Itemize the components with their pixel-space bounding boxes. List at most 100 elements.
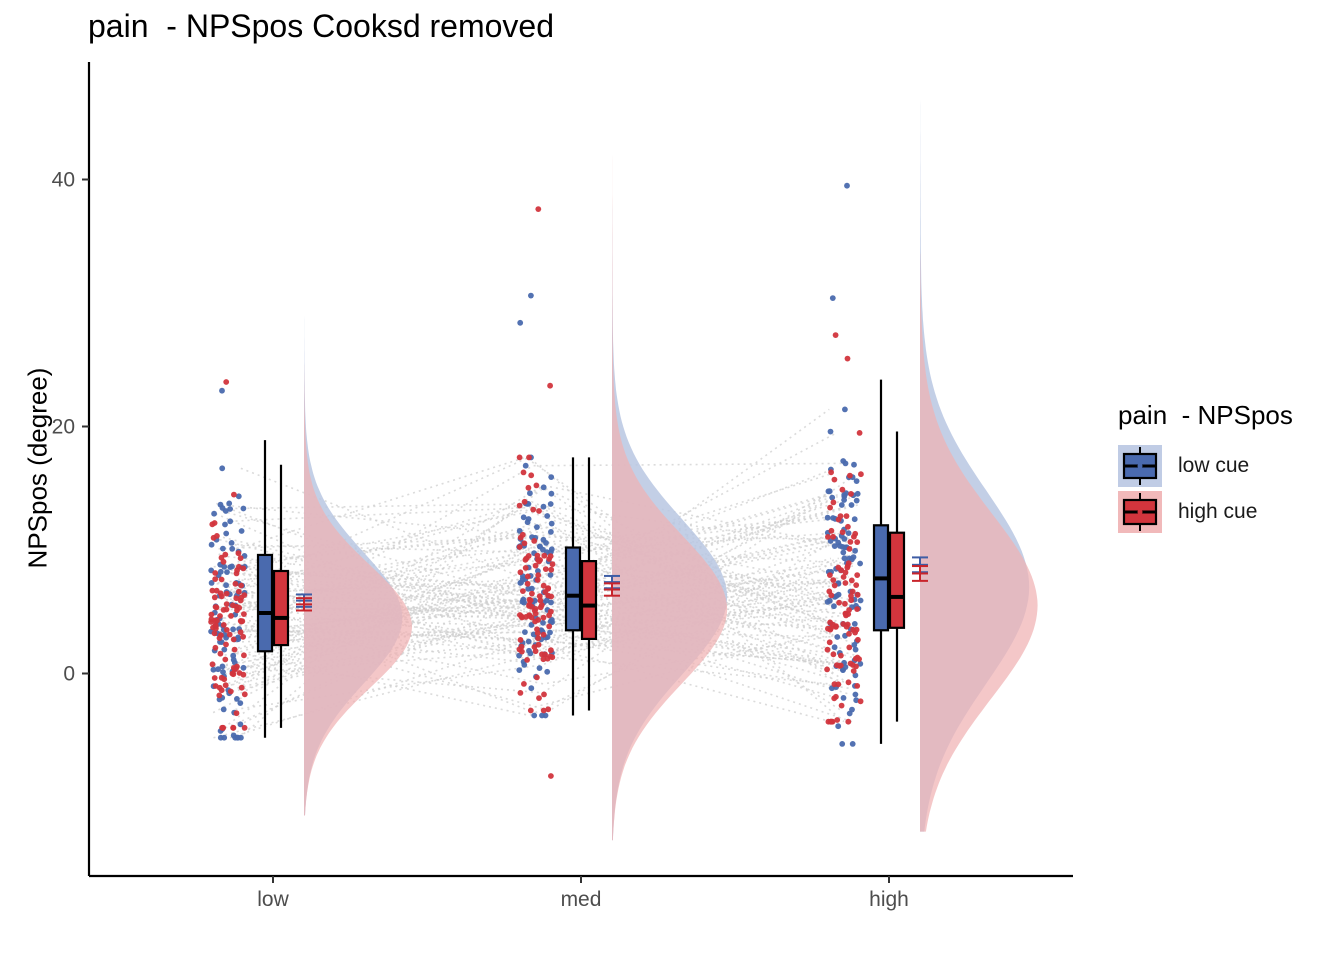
data-point [223, 530, 230, 537]
data-point [548, 474, 555, 480]
data-point [235, 550, 242, 557]
data-point [833, 693, 839, 700]
data-point [524, 519, 531, 526]
data-point [227, 688, 234, 695]
data-point [230, 732, 237, 739]
data-point [840, 667, 846, 673]
data-point [236, 563, 242, 570]
data-point [540, 619, 546, 626]
data-point [842, 406, 848, 413]
data-point [830, 651, 837, 658]
data-point [212, 570, 219, 576]
data-point [832, 332, 839, 338]
data-point [516, 544, 523, 550]
data-point [548, 647, 554, 654]
data-point [854, 683, 861, 689]
data-point [844, 182, 850, 189]
data-point [219, 387, 225, 394]
data-point [522, 565, 529, 571]
data-point [241, 724, 248, 731]
x-tick-label-low: low [257, 888, 289, 911]
data-point [222, 508, 229, 514]
data-point [236, 604, 243, 611]
data-point [519, 614, 525, 621]
data-point [539, 712, 545, 719]
data-point [223, 590, 230, 597]
data-point [212, 623, 219, 630]
data-point [526, 601, 533, 608]
data-point [849, 706, 855, 713]
data-point [223, 641, 229, 648]
data-point [547, 382, 553, 389]
data-point [524, 573, 531, 580]
data-point [854, 606, 860, 612]
data-point [228, 540, 235, 546]
boxplots [256, 379, 906, 744]
data-point [851, 621, 858, 627]
subject-line [226, 576, 850, 615]
subject-line [240, 542, 837, 694]
data-point [230, 724, 237, 731]
data-point [537, 543, 543, 550]
subject-line [232, 500, 832, 693]
legend-label-low-cue: low cue [1178, 454, 1250, 477]
mean-error-bars [296, 556, 928, 612]
data-point [548, 566, 555, 573]
data-point [826, 488, 833, 495]
data-point [527, 490, 533, 497]
data-point [527, 707, 534, 714]
data-point [517, 637, 524, 643]
data-point [547, 653, 554, 660]
data-point [842, 460, 849, 467]
data-point [845, 611, 852, 617]
data-point [839, 529, 846, 536]
data-point [846, 630, 852, 637]
data-point [540, 707, 547, 714]
data-point [230, 626, 237, 633]
data-point [530, 506, 537, 513]
data-point [840, 695, 847, 701]
data-point [826, 597, 833, 604]
data-point [534, 626, 540, 633]
data-point [842, 580, 849, 586]
data-point [226, 500, 233, 507]
data-point [215, 666, 222, 673]
subject-line [224, 522, 836, 625]
data-point [237, 555, 244, 562]
subject-line [237, 533, 835, 615]
data-point [211, 630, 218, 637]
data-point [237, 700, 244, 706]
data-point [849, 588, 856, 595]
data-point [827, 619, 833, 626]
data-point [531, 712, 538, 719]
data-point [848, 597, 855, 604]
box-low-high-cue [272, 569, 290, 647]
data-point [830, 533, 836, 540]
data-point [219, 663, 226, 670]
subject-line [216, 582, 832, 631]
data-point [223, 582, 230, 589]
data-point [535, 635, 541, 642]
data-point [831, 644, 838, 651]
chart-title: pain - NPSpos Cooksd removed [88, 8, 554, 44]
data-point [211, 594, 218, 601]
data-point [211, 510, 218, 517]
data-point [831, 603, 837, 610]
data-point [845, 530, 852, 536]
data-point [858, 471, 864, 478]
data-point [548, 490, 555, 497]
data-point [222, 521, 228, 528]
data-point [208, 541, 215, 548]
data-point [857, 597, 864, 604]
data-point [211, 675, 218, 681]
data-point [218, 576, 225, 583]
data-point [221, 734, 228, 741]
data-point [845, 718, 852, 725]
data-point [217, 613, 223, 619]
legend-item-low-cue: low cue [1118, 443, 1293, 489]
subject-line [219, 496, 836, 624]
data-point [516, 667, 523, 673]
data-point [531, 538, 538, 544]
data-point [540, 536, 547, 543]
